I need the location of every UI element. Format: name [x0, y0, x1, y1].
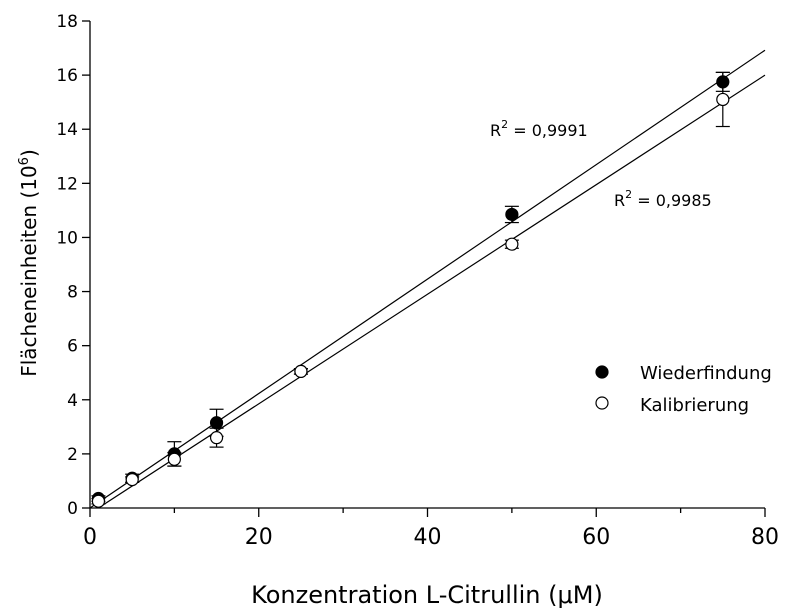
data-point-kalibrierung: [716, 92, 730, 107]
y-axis-title-suffix: ): [17, 149, 41, 157]
x-axis-title-suffix: M): [573, 581, 603, 609]
x-tick-label: 60: [582, 525, 610, 550]
data-point-wiederfindung: [505, 207, 519, 222]
x-tick-label: 0: [83, 525, 97, 550]
legend-label-wiederfindung: Wiederfindung: [640, 363, 772, 384]
error-bars: [91, 71, 730, 505]
legend: Wiederfindung Kalibrierung: [595, 363, 772, 416]
data-point-kalibrierung: [167, 452, 181, 466]
y-axis-title-text: Flächeneinheiten (10: [17, 165, 41, 376]
axes: 0 2 4 6 8 10 12 14 16 18 0 20 40 60 80: [56, 12, 779, 550]
y-tick-label: 0: [67, 499, 78, 519]
y-axis-title-exponent: 6: [17, 157, 32, 165]
r2-value: = 0,9991: [508, 121, 588, 140]
y-tick-label: 2: [67, 445, 78, 465]
data-point-kalibrierung: [294, 364, 308, 378]
data-points: [91, 75, 730, 508]
y-tick-label: 10: [56, 228, 78, 248]
y-axis-title: Flächeneinheiten (106): [17, 149, 41, 377]
r2-exponent: 2: [625, 188, 632, 201]
y-tick-label: 4: [67, 391, 78, 411]
data-point-kalibrierung: [209, 431, 224, 445]
y-tick-label: 16: [56, 66, 78, 86]
y-tick-label: 18: [56, 12, 78, 32]
x-tick-label: 20: [245, 525, 273, 550]
regression-line-wiederfindung: [89, 49, 766, 509]
regression-lines: [89, 49, 766, 509]
x-tick-label: 40: [414, 525, 442, 550]
r2-annotation-kalibrierung: R2 = 0,9985: [614, 188, 712, 210]
r2-value: = 0,9985: [632, 191, 712, 210]
data-point-kalibrierung: [125, 472, 139, 487]
r2-symbol: R: [614, 191, 625, 210]
data-point-kalibrierung: [91, 494, 106, 508]
data-point-kalibrierung: [505, 237, 519, 251]
legend-marker-wiederfindung: [595, 365, 609, 379]
y-tick-label: 8: [67, 283, 78, 303]
legend-label-kalibrierung: Kalibrierung: [640, 395, 749, 416]
y-tick-label: 12: [56, 174, 78, 194]
x-tick-label: 80: [751, 525, 779, 550]
regression-line-kalibrierung: [98, 74, 766, 509]
x-axis-title: Konzentration L-Citrullin (μM): [251, 581, 603, 609]
data-point-wiederfindung: [716, 75, 730, 89]
y-tick-label: 6: [67, 337, 78, 357]
r2-symbol: R: [490, 121, 501, 140]
x-axis-title-text: Konzentration L-Citrullin (: [251, 581, 557, 609]
data-point-wiederfindung: [209, 416, 224, 430]
y-tick-label: 14: [56, 120, 78, 140]
r2-annotation-wiederfindung: R2 = 0,9991: [490, 118, 588, 140]
x-axis-title-mu: μ: [557, 581, 572, 609]
r2-exponent: 2: [501, 118, 508, 131]
legend-marker-kalibrierung: [595, 396, 609, 410]
